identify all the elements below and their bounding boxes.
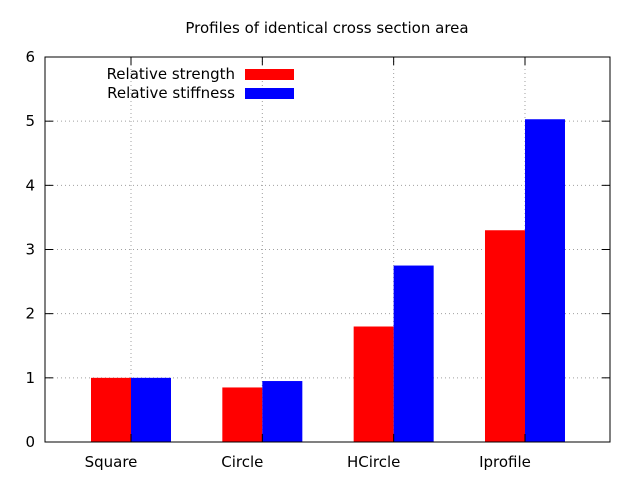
- y-tick-label: 1: [25, 369, 35, 387]
- bar-relative-strength-square: [91, 377, 131, 442]
- bar-relative-stiffness-hcircle: [393, 265, 434, 442]
- y-tick-label: 6: [25, 48, 35, 66]
- x-tick-label: Square: [85, 453, 138, 471]
- x-tick-label: Iprofile: [479, 453, 531, 471]
- x-tick-label: Circle: [221, 453, 263, 471]
- y-tick-label: 0: [25, 433, 35, 451]
- legend-swatch: [245, 69, 294, 80]
- legend-swatch: [245, 88, 294, 99]
- bar-relative-strength-hcircle: [353, 326, 394, 442]
- legend-label: Relative strength: [107, 65, 235, 83]
- legend-label: Relative stiffness: [107, 84, 235, 102]
- y-tick-label: 3: [25, 241, 35, 259]
- bar-relative-strength-iprofile: [484, 230, 525, 442]
- chart-title: Profiles of identical cross section area: [185, 19, 468, 37]
- bar-relative-strength-circle: [222, 387, 263, 442]
- tick-layer: 0 1 2 3 4 5 6 Square Circle HCircle Iprofile: [25, 48, 610, 471]
- y-tick-label: 4: [25, 176, 35, 194]
- bar-relative-stiffness-iprofile: [524, 119, 565, 442]
- bar-relative-stiffness-circle: [262, 381, 303, 442]
- bar-layer: [91, 119, 565, 442]
- bar-relative-stiffness-square: [131, 377, 171, 442]
- y-tick-label: 5: [25, 112, 35, 130]
- x-tick-label: HCircle: [347, 453, 400, 471]
- y-tick-label: 2: [25, 305, 35, 323]
